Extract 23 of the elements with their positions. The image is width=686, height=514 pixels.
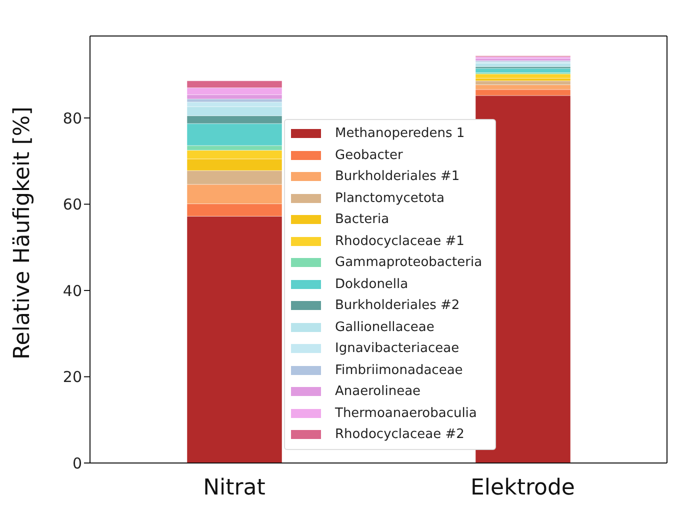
legend-label: Methanoperedens 1 (335, 125, 465, 143)
y-tick-label: 20 (62, 368, 82, 386)
x-tick-label: Elektrode (470, 476, 575, 501)
legend-label: Gammaproteobacteria (335, 254, 482, 272)
legend-label: Fimbriimonadaceae (335, 362, 463, 380)
y-tick-label: 40 (62, 282, 82, 300)
y-tick-label: 0 (72, 454, 82, 472)
legend-label: Rhodocyclaceae #2 (335, 426, 464, 444)
legend-label: Burkholderiales #1 (335, 168, 460, 186)
legend-label: Burkholderiales #2 (335, 297, 460, 315)
x-tick-label: Nitrat (203, 476, 266, 501)
y-axis-title: Relative Häufigkeit [%] (10, 106, 35, 360)
y-tick-label: 80 (62, 109, 82, 128)
legend-label: Bacteria (335, 211, 390, 229)
legend-label: Anaerolineae (335, 383, 421, 401)
legend-label: Thermoanaerobaculia (335, 404, 477, 422)
legend-label: Geobacter (335, 146, 403, 164)
legend-label: Rhodocyclaceae #1 (335, 232, 464, 250)
legend-label: Dokdonella (335, 276, 408, 294)
y-tick-label: 60 (62, 196, 82, 214)
legend-label: Ignavibacteriaceae (335, 340, 460, 358)
legend-label: Gallionellaceae (335, 318, 434, 336)
legend-label: Planctomycetota (335, 190, 444, 208)
